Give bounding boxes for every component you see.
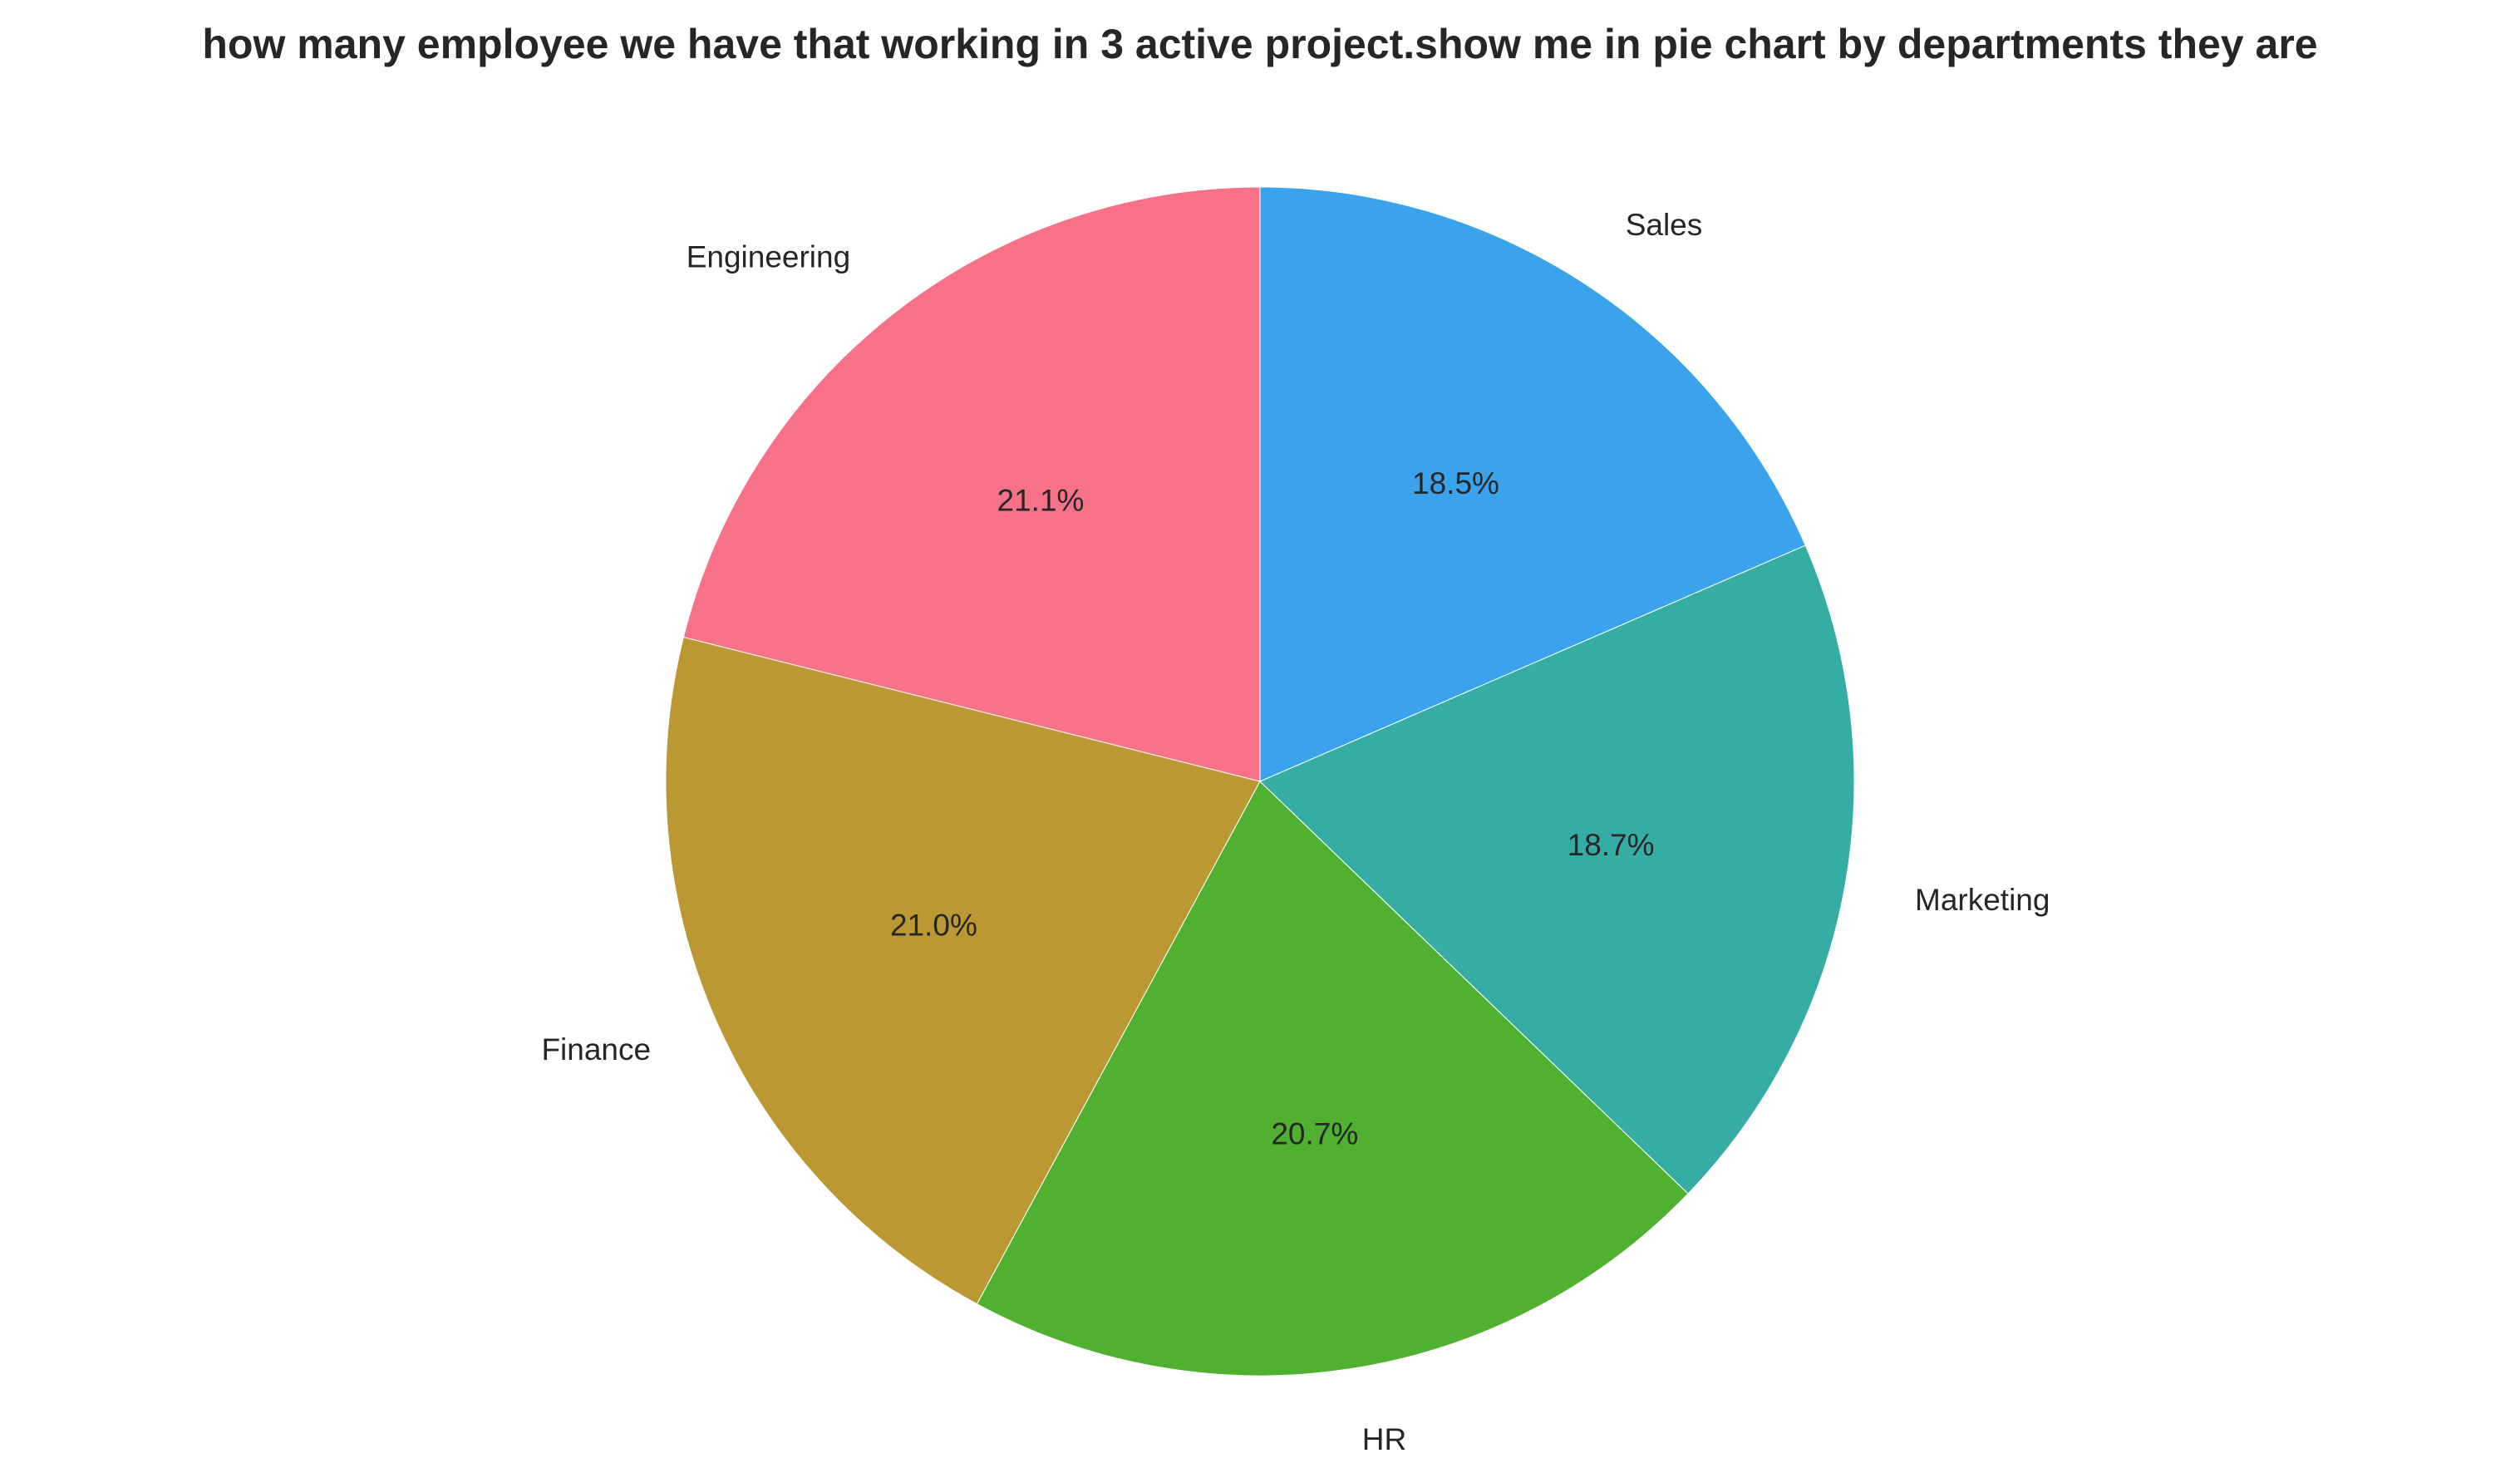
pie-slice-sales [1259, 186, 1806, 782]
slice-label-engineering: Engineering [687, 239, 850, 273]
slice-labels: Engineering Finance HR Marketing Sales [541, 208, 2050, 1456]
pie-slice-finance [665, 636, 1261, 1305]
slice-label-sales: Sales [1626, 208, 1703, 242]
pie-slice-engineering [682, 186, 1261, 782]
slice-label-marketing: Marketing [1915, 883, 2050, 917]
pct-label-engineering: 21.1% [997, 483, 1085, 517]
percent-labels: 21.1% 21.0% 20.7% 18.7% 18.5% [890, 466, 1655, 1151]
pie-slice-marketing [1259, 544, 1855, 1195]
pct-label-sales: 18.5% [1412, 466, 1499, 500]
slice-label-hr: HR [1362, 1422, 1406, 1456]
pct-label-hr: 20.7% [1271, 1116, 1358, 1150]
pie-slices [665, 186, 1855, 1377]
pie-slice-hr [976, 781, 1689, 1377]
pct-label-finance: 21.0% [890, 908, 977, 942]
chart-title: how many employee we have that working i… [202, 21, 2317, 67]
slice-label-finance: Finance [541, 1032, 651, 1067]
pct-label-marketing: 18.7% [1568, 828, 1655, 862]
